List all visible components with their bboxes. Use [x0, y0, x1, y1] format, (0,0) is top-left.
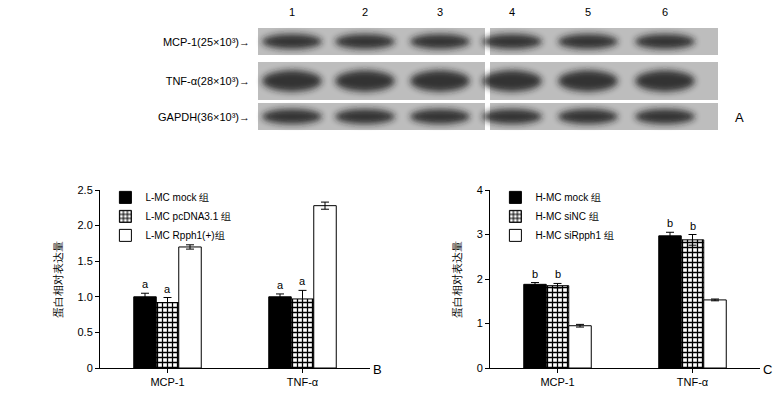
- svg-text:1.5: 1.5: [78, 255, 93, 267]
- svg-text:b: b: [667, 217, 673, 229]
- svg-text:TNF-α(28×10³)→: TNF-α(28×10³)→: [166, 75, 250, 87]
- svg-text:GAPDH(36×10³)→: GAPDH(36×10³)→: [158, 111, 250, 123]
- svg-text:0: 0: [477, 362, 483, 374]
- svg-text:2: 2: [362, 6, 368, 18]
- svg-text:H-MC siRpph1 组: H-MC siRpph1 组: [535, 230, 613, 241]
- svg-text:H-MC siNC 组: H-MC siNC 组: [535, 211, 598, 222]
- svg-text:4: 4: [477, 184, 483, 196]
- svg-text:b: b: [532, 268, 538, 280]
- svg-text:TNF-α: TNF-α: [677, 376, 709, 388]
- svg-text:3: 3: [477, 228, 483, 240]
- svg-text:2: 2: [477, 273, 483, 285]
- svg-text:MCP-1: MCP-1: [540, 376, 574, 388]
- svg-text:H-MC mock 组: H-MC mock 组: [535, 192, 601, 203]
- svg-text:2.0: 2.0: [78, 219, 93, 231]
- svg-text:3: 3: [437, 6, 443, 18]
- svg-text:6: 6: [662, 6, 668, 18]
- svg-text:L-MC pcDNA3.1 组: L-MC pcDNA3.1 组: [145, 211, 231, 222]
- svg-text:1: 1: [477, 317, 483, 329]
- svg-text:1.0: 1.0: [78, 291, 93, 303]
- svg-text:0: 0: [87, 362, 93, 374]
- svg-text:蛋白相对表达量: 蛋白相对表达量: [451, 241, 463, 318]
- svg-text:L-MC mock 组: L-MC mock 组: [145, 192, 209, 203]
- svg-text:5: 5: [585, 6, 591, 18]
- svg-text:A: A: [735, 110, 744, 125]
- html-text:B: B: [373, 362, 382, 377]
- svg-text:L-MC Rpph1(+)组: L-MC Rpph1(+)组: [145, 230, 224, 241]
- svg-text:a: a: [164, 283, 171, 295]
- svg-text:a: a: [142, 278, 149, 290]
- svg-text:b: b: [690, 220, 696, 232]
- svg-text:a: a: [277, 279, 284, 291]
- svg-text:MCP-1(25×10³)→: MCP-1(25×10³)→: [163, 36, 250, 48]
- svg-text:2.5: 2.5: [78, 184, 93, 196]
- svg-text:b: b: [555, 268, 561, 280]
- svg-text:a: a: [299, 275, 306, 287]
- html-text:C: C: [763, 362, 773, 377]
- svg-text:0.5: 0.5: [78, 326, 93, 338]
- svg-text:TNF-α: TNF-α: [287, 376, 319, 388]
- svg-text:4: 4: [509, 6, 515, 18]
- svg-text:1: 1: [289, 6, 295, 18]
- svg-text:蛋白相对表达量: 蛋白相对表达量: [52, 241, 64, 318]
- svg-text:MCP-1: MCP-1: [150, 376, 184, 388]
